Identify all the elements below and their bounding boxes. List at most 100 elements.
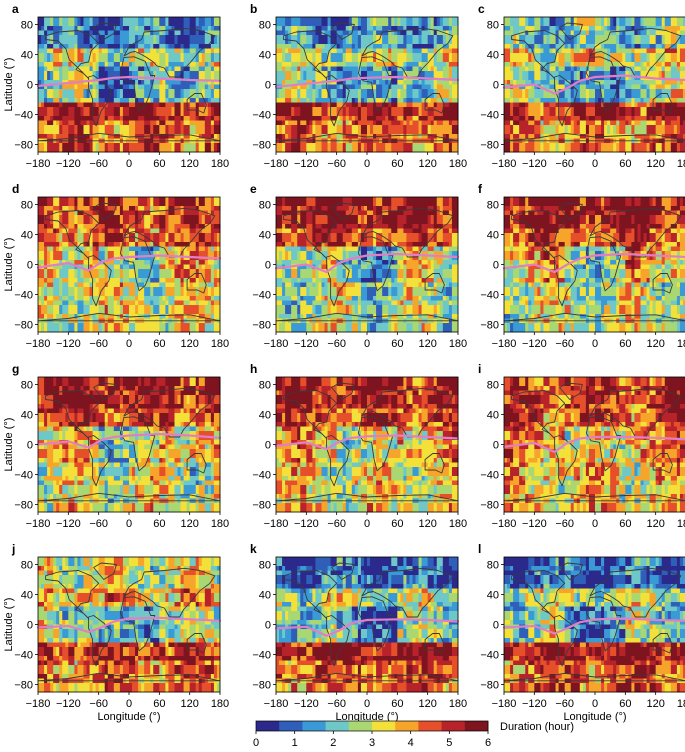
x-tick-label: 0 — [364, 698, 370, 710]
x-tick-label: 120 — [180, 338, 198, 350]
colorbar-segment — [465, 721, 489, 731]
y-tick-label: −40 — [252, 650, 271, 662]
x-tick-label: 120 — [646, 158, 664, 170]
panel-l: l−180−120−6006012018080400−40−80Longitud… — [478, 542, 685, 723]
x-tick-label: −180 — [264, 518, 289, 530]
x-tick-label: 0 — [126, 338, 132, 350]
y-tick-label: 80 — [21, 560, 33, 572]
panel-label: a — [12, 2, 19, 16]
x-tick-label: 120 — [646, 338, 664, 350]
x-tick-label: −60 — [555, 698, 574, 710]
x-tick-label: 0 — [126, 158, 132, 170]
panel-label: h — [250, 362, 257, 376]
x-tick-label: −180 — [492, 338, 517, 350]
y-tick-label: 80 — [487, 380, 499, 392]
y-tick-label: 80 — [21, 200, 33, 212]
x-tick-label: −180 — [26, 698, 51, 710]
heatmap-cells — [38, 197, 221, 333]
x-tick-label: 0 — [364, 338, 370, 350]
x-tick-label: −120 — [56, 698, 81, 710]
y-tick-label: 0 — [265, 260, 271, 272]
x-tick-label: 180 — [449, 518, 467, 530]
x-tick-label: 60 — [619, 698, 631, 710]
y-tick-label: 40 — [487, 50, 499, 62]
x-tick-label: −60 — [555, 158, 574, 170]
x-tick-label: −120 — [294, 338, 319, 350]
x-tick-label: −180 — [264, 698, 289, 710]
x-tick-label: −60 — [327, 338, 346, 350]
y-tick-label: −80 — [14, 320, 33, 332]
x-tick-label: 60 — [391, 158, 403, 170]
x-tick-label: −60 — [89, 158, 108, 170]
heatmap-cells — [504, 557, 685, 693]
colorbar-segment — [256, 721, 280, 731]
x-tick-label: 0 — [126, 518, 132, 530]
y-tick-label: −80 — [480, 680, 499, 692]
x-tick-label: −180 — [492, 698, 517, 710]
y-tick-label: −40 — [252, 290, 271, 302]
x-tick-label: −60 — [89, 698, 108, 710]
x-tick-label: −180 — [26, 338, 51, 350]
colorbar-tick-label: 4 — [408, 737, 414, 747]
x-tick-label: −180 — [492, 518, 517, 530]
x-tick-label: 120 — [418, 698, 436, 710]
colorbar-segment — [395, 721, 419, 731]
colorbar-segment — [372, 721, 396, 731]
y-tick-label: 80 — [259, 380, 271, 392]
x-tick-label: 60 — [153, 158, 165, 170]
x-tick-label: 180 — [677, 158, 685, 170]
x-tick-label: −60 — [327, 698, 346, 710]
x-tick-label: 60 — [153, 338, 165, 350]
x-tick-label: 120 — [180, 698, 198, 710]
x-tick-label: −180 — [26, 518, 51, 530]
y-tick-label: 40 — [487, 230, 499, 242]
y-tick-label: 40 — [259, 230, 271, 242]
x-tick-label: 0 — [592, 158, 598, 170]
y-tick-label: 40 — [487, 590, 499, 602]
y-tick-label: 0 — [265, 80, 271, 92]
panel-label: e — [250, 182, 257, 196]
x-tick-label: 60 — [619, 158, 631, 170]
y-tick-label: −40 — [252, 470, 271, 482]
x-tick-label: −120 — [294, 698, 319, 710]
y-tick-label: 0 — [265, 440, 271, 452]
y-tick-label: −40 — [480, 650, 499, 662]
x-tick-label: 0 — [126, 698, 132, 710]
y-tick-label: 80 — [21, 20, 33, 32]
x-tick-label: 0 — [592, 338, 598, 350]
x-tick-label: 60 — [153, 698, 165, 710]
y-tick-label: −40 — [14, 110, 33, 122]
x-tick-label: −180 — [492, 158, 517, 170]
x-tick-label: 180 — [211, 698, 229, 710]
y-tick-label: −40 — [480, 470, 499, 482]
y-tick-label: −40 — [14, 470, 33, 482]
x-tick-label: −60 — [327, 158, 346, 170]
x-axis-label: Longitude (°) — [97, 711, 160, 723]
y-tick-label: 40 — [259, 410, 271, 422]
x-tick-label: 180 — [211, 158, 229, 170]
y-axis-label: Latitude (°) — [3, 238, 15, 292]
y-axis-label: Latitude (°) — [3, 58, 15, 112]
y-tick-label: −80 — [480, 320, 499, 332]
y-tick-label: 0 — [493, 620, 499, 632]
x-tick-label: 180 — [211, 518, 229, 530]
x-tick-label: 120 — [646, 518, 664, 530]
y-axis-label: Latitude (°) — [3, 418, 15, 472]
x-tick-label: −120 — [56, 158, 81, 170]
y-tick-label: 80 — [21, 380, 33, 392]
y-tick-label: −80 — [252, 500, 271, 512]
x-tick-label: 0 — [592, 518, 598, 530]
panel-label: f — [478, 182, 483, 196]
heatmap-cells — [504, 377, 685, 513]
x-tick-label: −120 — [522, 158, 547, 170]
x-tick-label: −120 — [522, 698, 547, 710]
panel-label: j — [11, 542, 15, 556]
x-tick-label: 120 — [418, 338, 436, 350]
